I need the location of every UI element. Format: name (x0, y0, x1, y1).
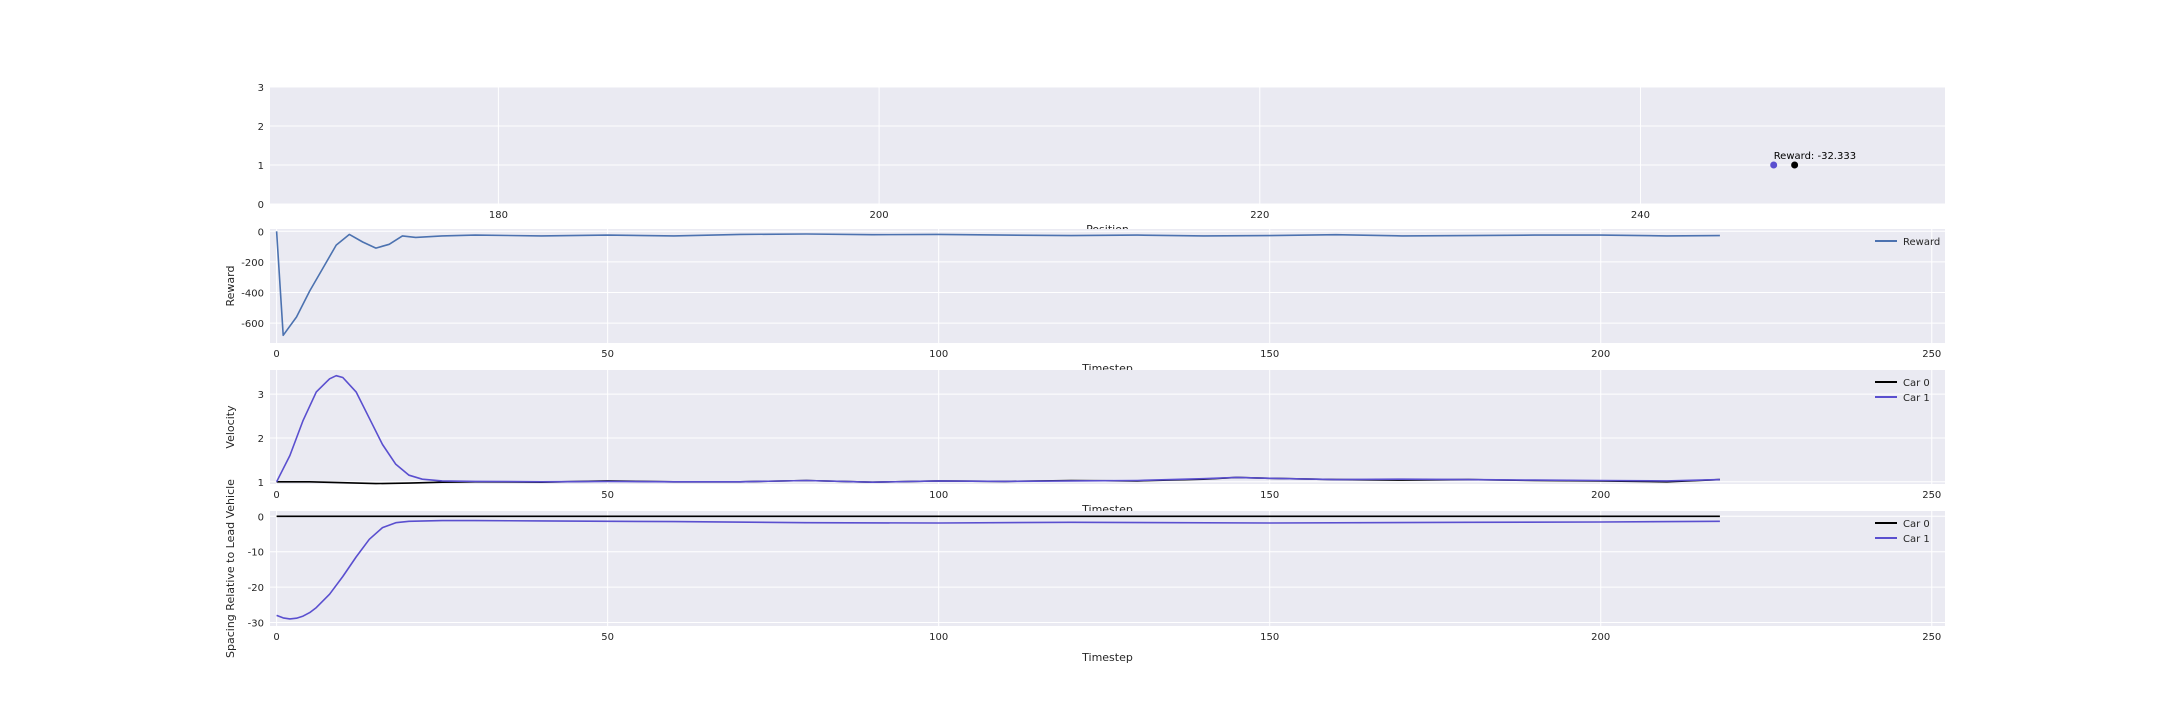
y-tick-label: -30 (248, 618, 264, 629)
x-tick-label: 100 (929, 349, 948, 360)
reward-annotation: Reward: -32.333 (1774, 151, 1856, 162)
plot-area (270, 87, 1945, 204)
y-tick-label: 0 (258, 200, 264, 211)
y-axis-label: Spacing Relative to Lead Vehicle (224, 479, 237, 658)
y-tick-label: 2 (258, 434, 264, 445)
vehicle-marker (1791, 161, 1799, 169)
legend-label: Car 0 (1903, 519, 1930, 530)
x-tick-label: 0 (273, 632, 279, 643)
x-tick-label: 50 (601, 632, 614, 643)
y-axis-label: Velocity (224, 405, 237, 449)
reward-plot: 0 50 100 150 200 2500-200-400-600TimestepRewa… (224, 227, 1945, 375)
series-line (275, 231, 1720, 337)
x-tick-label: 180 (489, 210, 508, 221)
x-tick-label: 50 (601, 349, 614, 360)
legend-label: Car 0 (1903, 378, 1930, 389)
y-tick-label: 3 (258, 390, 264, 401)
x-tick-label: 200 (1591, 632, 1610, 643)
legend-label: Car 1 (1903, 393, 1930, 404)
y-tick-label: 2 (258, 122, 264, 133)
x-tick-label: 150 (1260, 632, 1279, 643)
y-tick-label: 0 (258, 227, 264, 238)
x-axis-label: Timestep (1081, 651, 1133, 664)
x-tick-label: 0 (273, 490, 279, 501)
vehicle-marker (1770, 161, 1778, 169)
plot-area (270, 370, 1945, 484)
legend-label: Car 1 (1903, 534, 1930, 545)
y-tick-label: 0 (258, 512, 264, 523)
x-tick-label: 150 (1260, 490, 1279, 501)
x-tick-label: 200 (1591, 490, 1610, 501)
legend-label: Reward (1903, 237, 1940, 248)
x-tick-label: 200 (870, 210, 889, 221)
x-tick-label: 250 (1922, 490, 1941, 501)
position-plot: 1802002202400123PositionReward: -32.333 (258, 83, 1945, 236)
y-tick-label: 1 (258, 478, 264, 489)
x-tick-label: 100 (929, 490, 948, 501)
y-tick-label: -600 (241, 319, 264, 330)
spacing-plot: 0 50 100 150 200 2500-10-20-30TimestepSpacing… (224, 479, 1945, 664)
y-tick-label: -400 (241, 289, 264, 300)
series-line (275, 374, 1720, 484)
x-tick-label: 200 (1591, 349, 1610, 360)
y-tick-label: 3 (258, 83, 264, 94)
x-tick-label: 250 (1922, 349, 1941, 360)
x-tick-label: 100 (929, 632, 948, 643)
x-tick-label: 250 (1922, 632, 1941, 643)
plot-area (270, 229, 1945, 343)
x-tick-label: 240 (1631, 210, 1650, 221)
plot-area (270, 511, 1945, 626)
x-tick-label: 50 (601, 490, 614, 501)
x-tick-label: 0 (273, 349, 279, 360)
x-tick-label: 150 (1260, 349, 1279, 360)
y-tick-label: -20 (248, 583, 264, 594)
y-axis-label: Reward (224, 266, 237, 307)
y-tick-label: -10 (248, 548, 264, 559)
series-line (276, 519, 1720, 620)
y-tick-label: -200 (241, 258, 264, 269)
x-tick-label: 220 (1250, 210, 1269, 221)
y-tick-label: 1 (258, 161, 264, 172)
